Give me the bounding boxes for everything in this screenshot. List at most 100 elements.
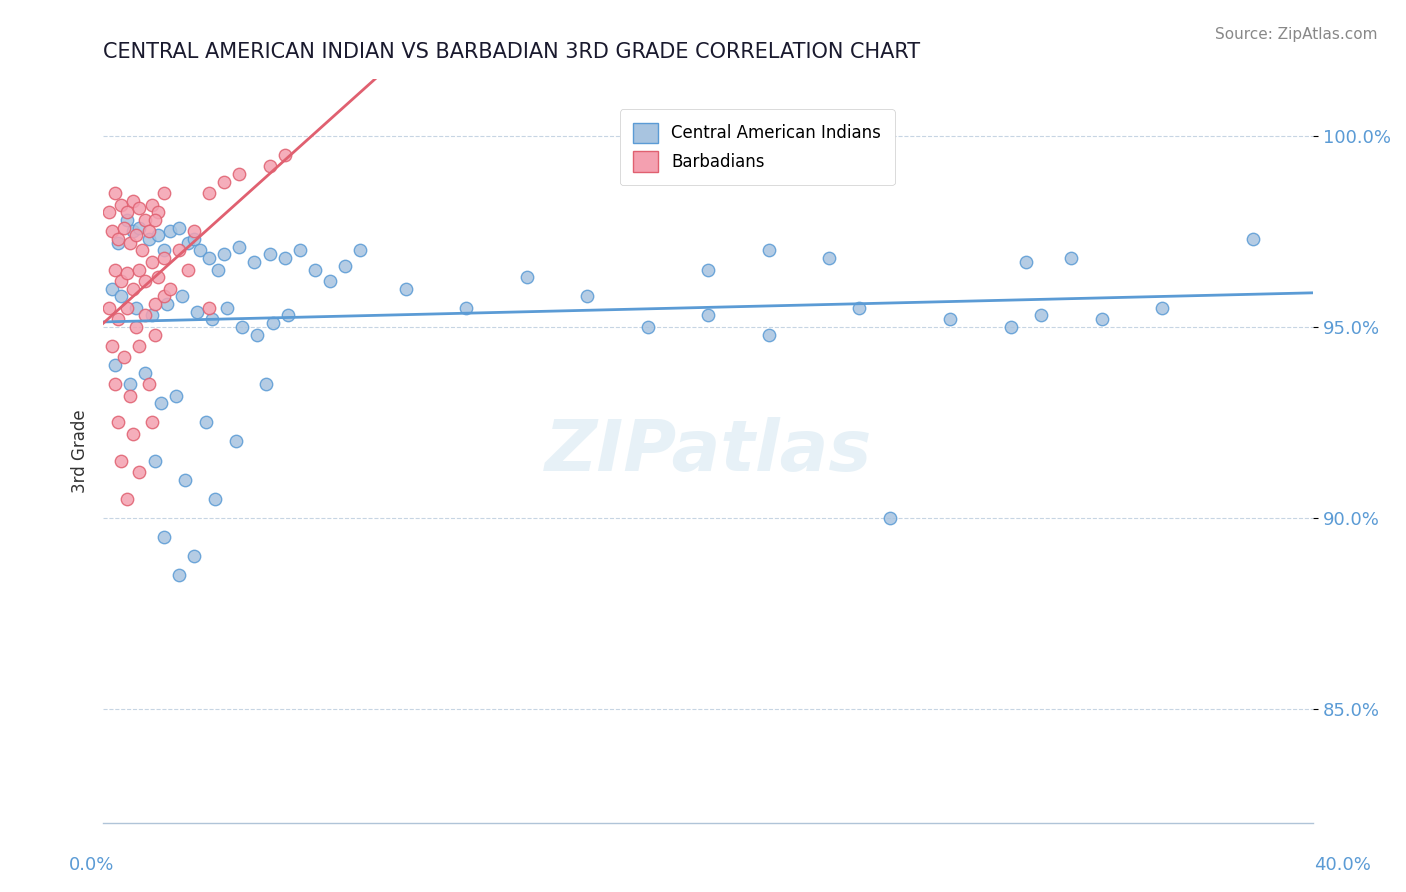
Point <box>273 148 295 162</box>
Point <box>143 453 166 467</box>
Point <box>939 312 962 326</box>
Point <box>818 251 841 265</box>
Point <box>1015 255 1038 269</box>
Point <box>273 251 295 265</box>
Point <box>138 224 160 238</box>
Point <box>128 202 150 216</box>
Point <box>107 235 129 250</box>
Point <box>259 160 281 174</box>
Point <box>107 312 129 326</box>
Point <box>125 319 148 334</box>
Point <box>149 396 172 410</box>
Text: CENTRAL AMERICAN INDIAN VS BARBADIAN 3RD GRADE CORRELATION CHART: CENTRAL AMERICAN INDIAN VS BARBADIAN 3RD… <box>103 42 921 62</box>
Text: R = -0.047   N = 78: R = -0.047 N = 78 <box>648 128 838 146</box>
Point <box>134 366 156 380</box>
Point <box>128 339 150 353</box>
Point <box>167 220 190 235</box>
Point <box>152 251 174 265</box>
Text: R =  0.360   N = 67: R = 0.360 N = 67 <box>648 165 838 183</box>
Point <box>262 316 284 330</box>
Point <box>246 327 269 342</box>
Text: 0.0%: 0.0% <box>69 856 114 874</box>
Text: ZIPatlas: ZIPatlas <box>544 417 872 485</box>
Point <box>256 377 278 392</box>
Point <box>212 175 235 189</box>
Point <box>101 282 124 296</box>
Point <box>156 297 179 311</box>
Point <box>125 301 148 315</box>
Point <box>879 511 901 525</box>
Point <box>117 267 139 281</box>
Point <box>333 259 356 273</box>
Point <box>110 453 132 467</box>
Point <box>183 232 205 246</box>
Point <box>456 301 478 315</box>
Point <box>170 289 193 303</box>
Point <box>167 244 190 258</box>
Point <box>177 235 200 250</box>
Point <box>143 297 166 311</box>
Point <box>138 377 160 392</box>
Point <box>98 205 121 219</box>
Point <box>131 244 153 258</box>
Point <box>138 232 160 246</box>
Y-axis label: 3rd Grade: 3rd Grade <box>72 409 89 493</box>
Point <box>104 262 127 277</box>
Point <box>112 351 135 365</box>
Point <box>134 213 156 227</box>
Point <box>134 309 156 323</box>
Point <box>117 491 139 506</box>
Point <box>1241 232 1264 246</box>
Point <box>143 327 166 342</box>
Point <box>183 224 205 238</box>
Point <box>152 244 174 258</box>
Point <box>243 255 266 269</box>
Point <box>697 309 720 323</box>
Point <box>104 358 127 372</box>
Point <box>848 301 870 315</box>
Point <box>117 213 139 227</box>
Point <box>122 224 145 238</box>
Point <box>228 167 250 181</box>
Point <box>198 186 221 201</box>
Point <box>1000 319 1022 334</box>
Point <box>107 416 129 430</box>
Point <box>319 274 342 288</box>
Point <box>231 319 253 334</box>
Point <box>1090 312 1112 326</box>
Point <box>177 262 200 277</box>
Point <box>128 465 150 479</box>
Point <box>259 247 281 261</box>
Point <box>120 235 142 250</box>
Point <box>122 194 145 208</box>
Point <box>516 270 538 285</box>
Point <box>152 186 174 201</box>
Point <box>288 244 311 258</box>
Point <box>349 244 371 258</box>
Point <box>173 473 195 487</box>
Point <box>125 228 148 243</box>
Point <box>128 262 150 277</box>
Point <box>697 262 720 277</box>
Legend: Central American Indians, Barbadians: Central American Indians, Barbadians <box>620 110 894 185</box>
Point <box>201 312 224 326</box>
Point <box>122 426 145 441</box>
Point <box>143 213 166 227</box>
Text: Source: ZipAtlas.com: Source: ZipAtlas.com <box>1215 27 1378 42</box>
Point <box>98 301 121 315</box>
Point <box>198 301 221 315</box>
Point <box>141 197 163 211</box>
Point <box>1150 301 1173 315</box>
Point <box>186 304 208 318</box>
Point <box>277 309 299 323</box>
Point <box>104 186 127 201</box>
Point <box>195 416 218 430</box>
Point <box>576 289 599 303</box>
Point <box>1060 251 1083 265</box>
Point <box>228 240 250 254</box>
Point <box>110 289 132 303</box>
Point <box>212 247 235 261</box>
Point <box>120 389 142 403</box>
Point <box>637 319 659 334</box>
Point <box>1029 309 1052 323</box>
